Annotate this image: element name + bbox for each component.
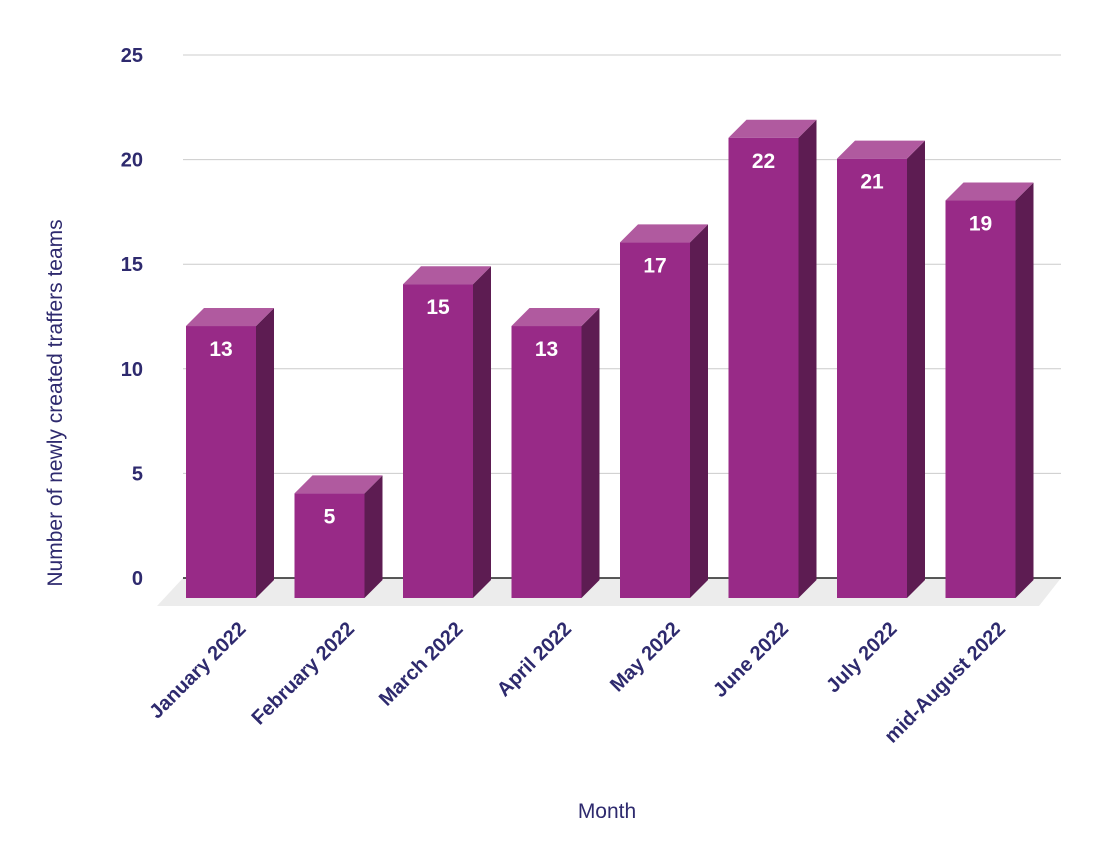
bar-top	[620, 224, 708, 243]
bar-side	[473, 266, 491, 598]
bar-front	[945, 200, 1016, 598]
bar-front	[511, 326, 582, 598]
bar	[945, 182, 1034, 598]
bar-front	[728, 137, 799, 598]
x-tick-label: February 2022	[248, 618, 359, 729]
bar	[511, 308, 600, 598]
bar	[620, 224, 708, 599]
x-tick-label: May 2022	[606, 618, 684, 696]
bar-front	[294, 493, 365, 598]
bar-side	[798, 119, 817, 598]
x-tick-label: March 2022	[375, 618, 468, 711]
y-tick-label: 5	[132, 463, 143, 485]
bar	[294, 475, 383, 598]
floor-plane	[157, 578, 1061, 606]
data-labels: 13 5 15 13 17 22 21 19	[209, 150, 992, 529]
bar-top	[837, 140, 925, 159]
data-label: 15	[426, 296, 450, 319]
data-label: 19	[969, 213, 992, 236]
bar-top	[945, 182, 1034, 201]
bar-front	[403, 284, 473, 598]
bar-top	[186, 308, 274, 327]
y-tick-label: 25	[121, 45, 143, 67]
chart-floor	[157, 578, 1061, 606]
bar-top	[728, 119, 817, 138]
bar	[186, 308, 274, 598]
data-label: 21	[860, 171, 884, 194]
bar	[403, 266, 491, 598]
x-axis-title: Month	[578, 800, 636, 823]
data-label: 5	[324, 505, 336, 528]
bar-side	[364, 475, 383, 598]
bar-top	[511, 308, 600, 327]
y-tick-label: 20	[121, 150, 143, 172]
bar	[837, 140, 925, 598]
x-tick-label: mid-August 2022	[881, 618, 1011, 748]
bar-front	[186, 326, 256, 598]
bar-front	[837, 158, 907, 598]
data-label: 17	[643, 254, 666, 277]
bar-side	[1015, 182, 1034, 598]
x-tick-label: April 2022	[493, 618, 576, 701]
bar-side	[256, 308, 274, 598]
bar-top	[294, 475, 383, 494]
y-tick-label: 10	[121, 359, 143, 381]
y-axis-title: Number of newly created traffers teams	[44, 219, 67, 586]
data-label: 22	[752, 150, 775, 173]
y-tick-label: 15	[121, 254, 143, 276]
data-label: 13	[209, 338, 232, 361]
y-tick-label: 0	[132, 568, 143, 590]
bar-top	[403, 266, 491, 285]
bar-side	[581, 308, 600, 598]
x-tick-label: July 2022	[822, 618, 901, 697]
bars	[186, 119, 1034, 599]
x-tick-label: January 2022	[145, 618, 250, 723]
y-axis-ticks: 0 5 10 15 20 25	[121, 45, 143, 590]
bar-side	[690, 224, 708, 599]
x-tick-label: June 2022	[709, 618, 793, 702]
bar-front	[620, 242, 690, 599]
bar-side	[907, 140, 925, 598]
data-label: 13	[535, 338, 558, 361]
bar	[728, 119, 817, 598]
